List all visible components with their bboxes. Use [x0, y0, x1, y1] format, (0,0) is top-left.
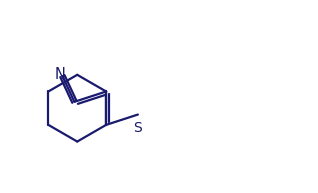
Text: N: N [55, 67, 66, 82]
Text: S: S [134, 121, 142, 135]
